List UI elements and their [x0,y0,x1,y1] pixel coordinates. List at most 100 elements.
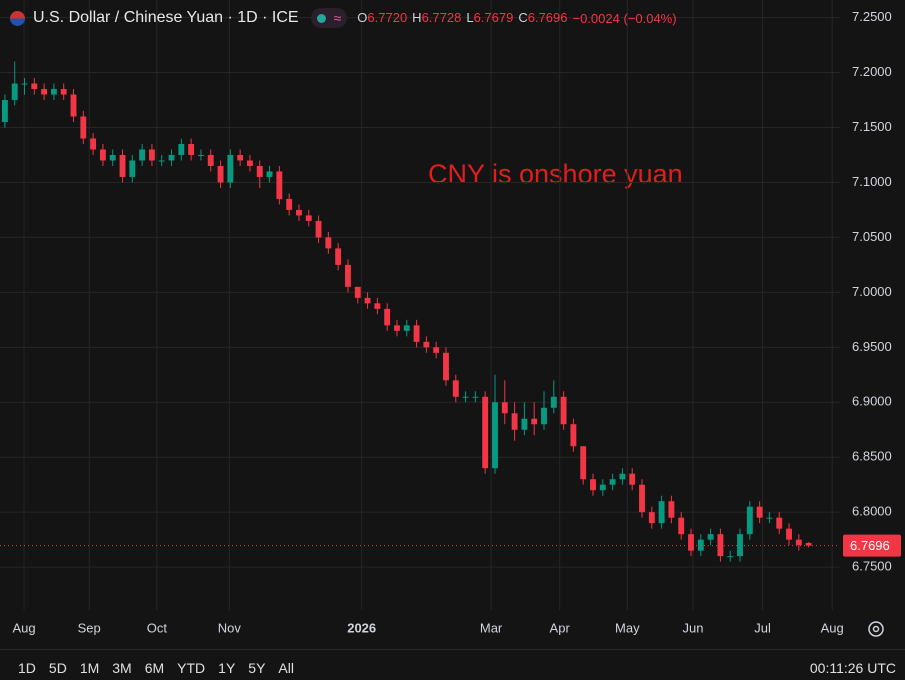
candle-body [90,138,97,150]
x-tick-label: Nov [218,620,242,635]
ohlc-label: O [357,10,368,25]
candle-body [805,542,812,546]
chart: CNY is onshore yuan 6.7500 6.8000 6.8500 6.… [0,0,905,650]
range-button[interactable]: 6M [144,660,165,676]
candle-body [158,160,165,162]
background [0,0,905,650]
candle-body [305,215,312,221]
candle-body [482,396,489,469]
y-tick-label: 6.8500 [852,449,892,464]
candle-body [178,143,185,155]
gear[interactable] [868,621,884,637]
ohlc-value: 6.7728 [421,10,462,25]
candle-body [237,154,244,161]
candle-body [148,149,155,161]
candle-body [168,154,175,161]
candle-body [345,264,351,287]
range-button[interactable]: 3M [112,660,132,676]
ohlc-label: H [412,10,422,25]
range-button[interactable]: 1Y [218,660,236,676]
y-tick-label: 7.1500 [852,119,892,134]
approx-icon: ≈ [333,10,342,26]
candle-body [590,479,596,491]
candle-body [99,149,106,161]
market-dot [316,13,326,23]
candle-body [354,286,361,298]
candle-body [492,402,498,469]
candle-body [50,89,57,95]
candle-body [139,149,146,161]
candle-body [531,418,538,425]
candle-body [11,83,18,101]
candle-body [109,154,116,161]
candle-body [374,303,381,309]
symbol[interactable]: U.S. Dollar / Chinese Yuan · 1D · ICE [33,9,299,26]
candle-body [384,308,391,326]
range-button[interactable]: 5Y [248,660,266,676]
candle-body [266,171,273,177]
candle-body [609,479,616,485]
flag [10,10,25,26]
candle-body [629,473,636,485]
candle-body [580,446,587,480]
candle-body [276,171,283,199]
candle-body [648,512,655,524]
range-button[interactable]: All [278,660,294,676]
candle-body [217,165,224,183]
candle-body [795,539,802,546]
candle-body [746,506,753,535]
candle-body [413,325,420,342]
y-tick-label: 7.0000 [852,284,892,299]
settings-icon[interactable] [868,621,884,637]
x-tick-label: Oct [147,620,168,635]
y-tick-label: 6.9000 [852,394,892,409]
x-tick-label: Sep [78,620,101,635]
candle-body [776,517,783,529]
y-tick-label: 7.0500 [852,229,892,244]
x-tick-label: Apr [550,620,571,635]
ohlc-value: 6.7720 [367,10,408,25]
change: −0.0024 (−0.04%) [572,10,677,26]
annotation: CNY is onshore yuan [428,159,683,189]
ohlc-value: 6.7679 [473,10,514,25]
y-tick-label: 7.2500 [852,9,892,24]
status-badge[interactable]: ≈ [310,8,348,28]
range-toolbar: 1D 5D 1M 3M 6M YTD 1Y 5Y All [18,660,307,676]
candle-body [296,209,302,216]
candle-body [766,517,773,519]
range-button[interactable]: 1D [18,660,36,676]
candle-body [423,341,430,348]
ohlc-value: 6.7696 [527,10,568,25]
y-tick-label: 7.2000 [852,64,892,79]
candle-body [188,143,195,155]
candle-body [256,165,263,177]
x-tick-label: Aug [12,620,35,635]
range-button[interactable]: 1M [79,660,100,676]
gear-center[interactable] [872,625,880,633]
candle-body [286,198,293,210]
y-tick-label: 7.1000 [852,174,892,189]
candle-body [31,83,38,90]
y-tick-label: 6.9500 [852,339,892,354]
ohlc-label: C [518,10,528,25]
ohlc-item: H6.7728 [412,10,461,25]
header: U.S. Dollar / Chinese Yuan · 1D · ICE ≈ … [10,7,682,29]
candle-body [443,352,449,381]
x-tick-label: Mar [480,620,503,635]
candle-body [119,154,126,177]
candle-body [197,154,204,156]
candle-body [668,501,675,518]
ohlc-item: C6.7696 [518,10,567,25]
candle-body [511,413,518,430]
candle-body [41,89,48,95]
candle-body [315,220,322,238]
range-button[interactable]: 5D [48,660,67,676]
candle-body [462,396,469,398]
x-tick-label: May [615,620,640,635]
candle-body [619,473,626,480]
candle-body [247,160,253,166]
range-button[interactable]: YTD [177,660,206,676]
candle-body [678,517,685,535]
ohlc-item: O6.7720 [357,10,407,25]
